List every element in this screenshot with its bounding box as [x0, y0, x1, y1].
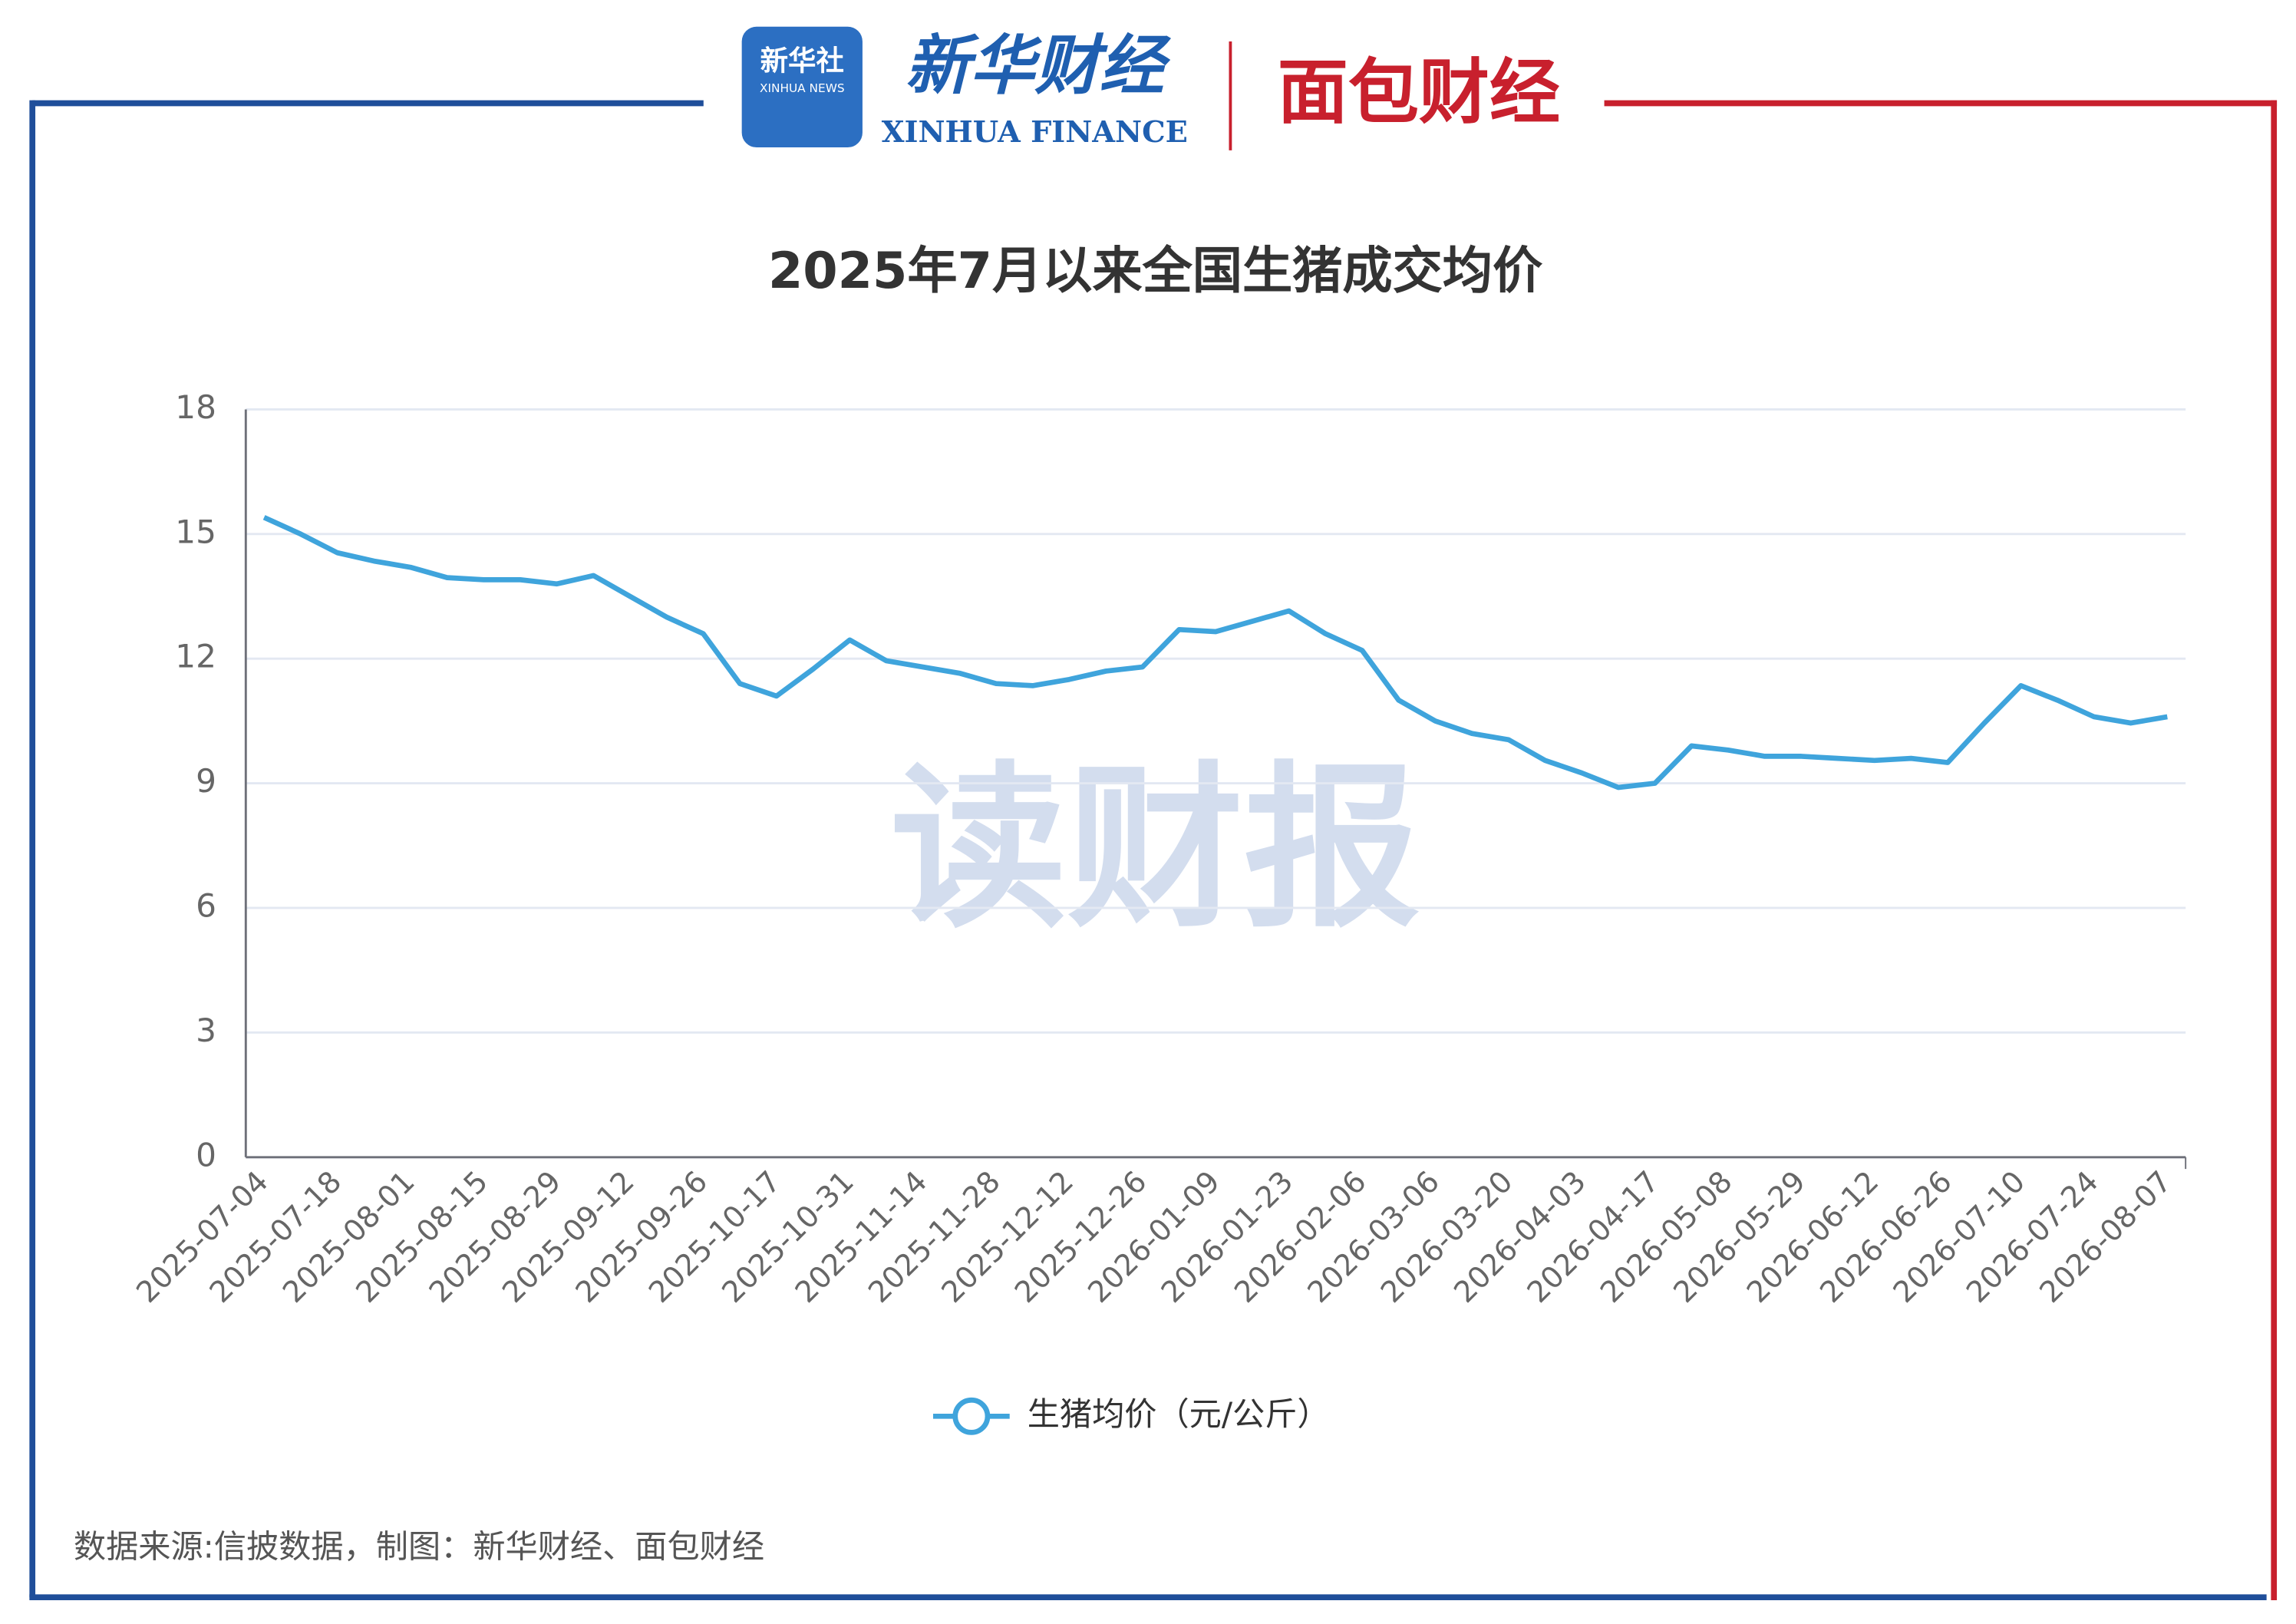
logo-badge: [741, 26, 863, 148]
y-tick-label: 9: [196, 762, 216, 800]
watermark: 读财报: [890, 746, 1420, 952]
data-line: [262, 515, 2168, 791]
logo-text: 新华社: [760, 44, 844, 77]
logo-text: 面包财经: [1278, 51, 1560, 134]
legend-label: 生猪均价（元/公斤）: [1028, 1395, 1330, 1433]
y-tick-label: 18: [175, 388, 216, 426]
logo-text: 新华财经: [906, 27, 1172, 103]
source-note: 数据来源:信披数据，制图：新华财经、面包财经: [74, 1527, 764, 1565]
logo-text: XINHUA NEWS: [760, 81, 845, 95]
y-tick-label: 15: [175, 513, 216, 550]
y-tick-label: 12: [175, 638, 216, 675]
logo-text: XINHUA FINANCE: [882, 115, 1188, 150]
y-tick-label: 3: [196, 1012, 216, 1049]
legend-marker: [952, 1397, 991, 1435]
y-tick-label: 0: [196, 1136, 216, 1173]
y-tick-label: 6: [196, 886, 216, 924]
chart-title: 2025年7月以来全国生猪成交均价: [768, 242, 1543, 300]
